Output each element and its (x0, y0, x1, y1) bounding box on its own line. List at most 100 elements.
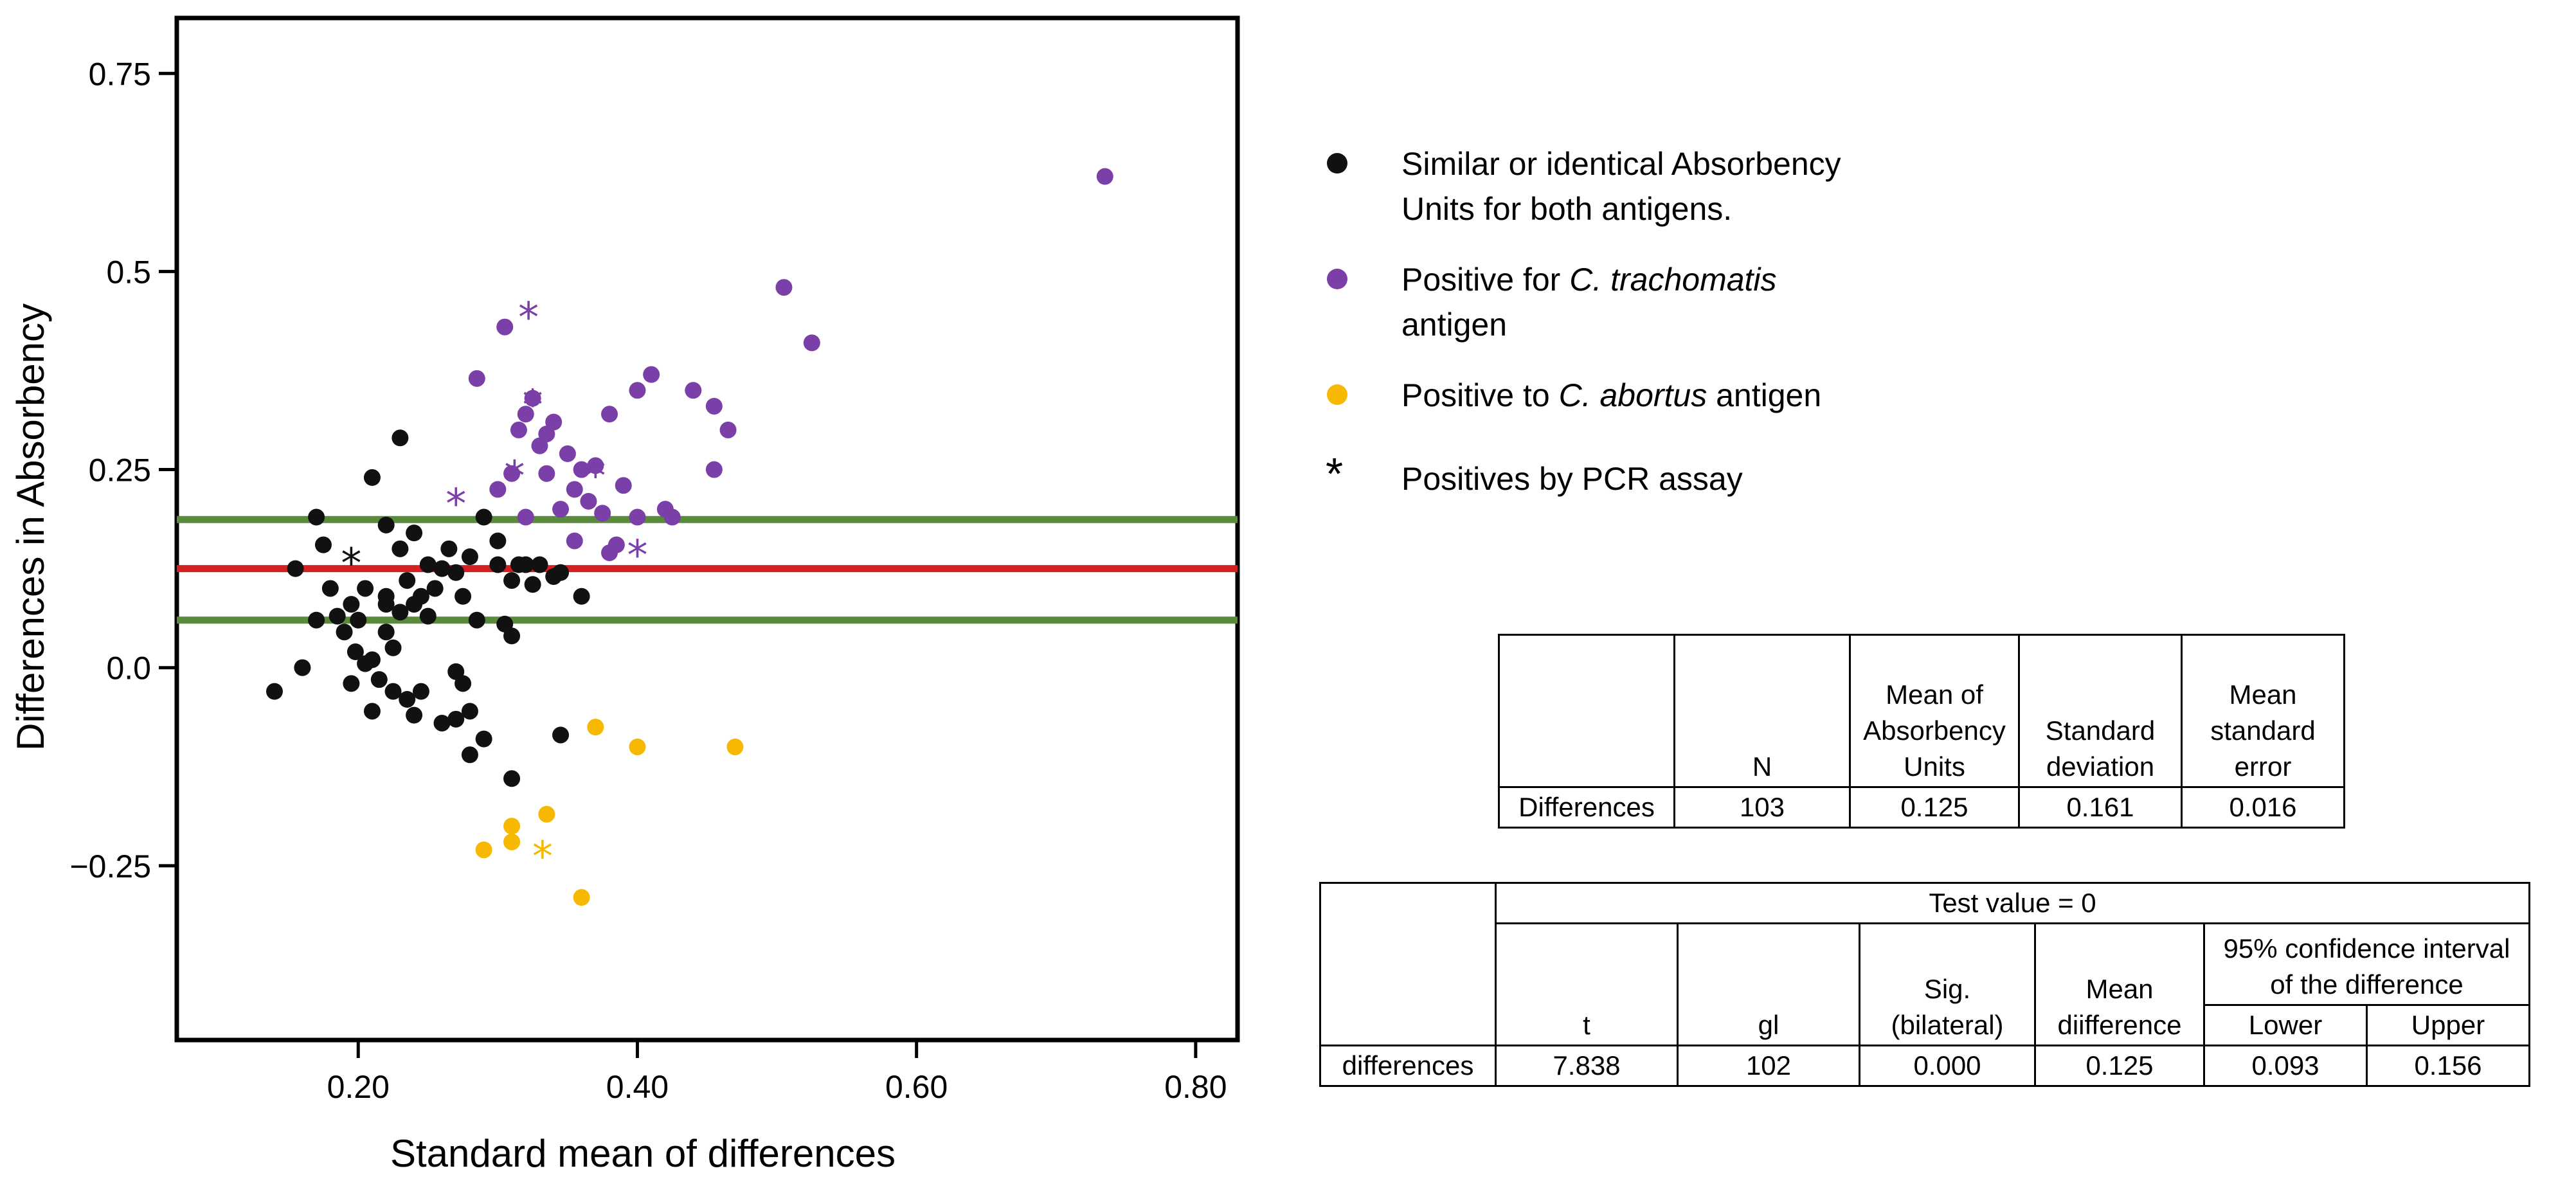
data-point-series-0 (455, 675, 472, 692)
data-point-series-1 (566, 532, 583, 550)
data-point-series-0 (266, 683, 283, 700)
asterisk-icon: * (1326, 449, 1344, 499)
data-point-series-0 (412, 683, 429, 700)
y-axis-ticks: 0.75 0.5 0.25 0.0 −0.25 (69, 56, 177, 884)
table-header-sig: Sig. (bilateral) (1859, 922, 2036, 1046)
data-point-series-0 (433, 560, 451, 577)
data-point-series-1 (496, 318, 514, 336)
descriptive-stats-table: N Mean of Absorbency Units Standard deviati… (1498, 634, 2345, 829)
data-point-series-0 (377, 516, 395, 534)
data-point-series-1 (803, 334, 820, 352)
data-point-series-1 (559, 445, 576, 462)
table-header-upper: Upper (2366, 1004, 2530, 1046)
data-point-series-1 (719, 421, 737, 438)
data-point-series-0 (370, 671, 388, 688)
pcr-positive-asterisk: * (585, 453, 606, 501)
pcr-positive-asterisk: * (446, 481, 466, 528)
table-subheader-row: Lower Upper (1320, 1004, 2530, 1046)
data-point-series-1 (468, 370, 485, 387)
data-point-series-0 (294, 659, 311, 676)
data-point-series-0 (455, 588, 472, 605)
table-header-ci: 95% confidence interval of the difference (2203, 922, 2530, 1006)
data-point-series-0 (440, 540, 458, 557)
data-point-series-0 (392, 604, 409, 621)
data-point-series-1 (705, 397, 723, 415)
data-point-series-0 (573, 588, 590, 605)
data-point-series-1 (608, 536, 625, 553)
data-point-series-0 (447, 710, 465, 728)
data-point-series-0 (503, 627, 521, 645)
table-cell-lower: 0.093 (2203, 1045, 2368, 1087)
pcr-positive-asterisk: * (523, 382, 543, 429)
data-point-series-0 (336, 623, 353, 641)
legend-species: C. trachomatis (1569, 262, 1777, 298)
data-point-series-0 (461, 548, 478, 566)
x-tick-label: 0.20 (327, 1069, 390, 1105)
table-cell-sig: 0.000 (1859, 1045, 2036, 1087)
pcr-positive-asterisk: * (627, 532, 647, 580)
y-tick-label: 0.75 (89, 56, 151, 92)
data-point-series-0 (392, 429, 409, 447)
data-point-series-2 (475, 841, 492, 859)
data-point-series-0 (461, 703, 478, 720)
data-point-series-0 (489, 532, 507, 550)
data-point-series-0 (392, 540, 409, 557)
data-point-series-0 (552, 564, 570, 581)
data-point-series-2 (538, 805, 555, 823)
data-point-series-1 (552, 501, 570, 518)
data-point-series-0 (347, 643, 364, 661)
table-header-row: N Mean of Absorbency Units Standard deviati… (1498, 634, 2345, 788)
table-header-sd: Standard deviation (2018, 634, 2183, 788)
data-point-series-1 (601, 406, 618, 423)
data-point-series-0 (531, 556, 548, 573)
table-header-n: N (1673, 634, 1851, 788)
yellow-dot-icon (1327, 384, 1347, 405)
legend-item-abortus: Positive to C. abortus antigen (1324, 373, 2031, 456)
data-point-series-0 (426, 580, 444, 597)
data-point-series-1 (573, 461, 590, 478)
reference-lines (177, 516, 1238, 624)
data-point-series-0 (384, 683, 402, 700)
pcr-positive-asterisk: * (518, 294, 539, 342)
data-point-series-0 (406, 525, 423, 542)
data-point-series-0 (343, 675, 360, 692)
scatter-plot: * * * * * * * * 0.75 0.5 0.25 0.0 −0.25 0.20 0.40 0.6… (9, 15, 1240, 1175)
data-point-series-1 (489, 481, 507, 498)
table-header-mean-difference: Mean diifference (2034, 922, 2205, 1046)
data-point-series-1 (587, 457, 604, 474)
y-tick-label: 0.5 (106, 254, 151, 290)
table-cell-sd: 0.161 (2018, 786, 2183, 829)
data-points: * * * * * * * * (266, 168, 1113, 906)
data-point-series-0 (377, 623, 395, 641)
data-point-series-1 (685, 382, 702, 399)
table-header-lower: Lower (2203, 1004, 2368, 1046)
plot-frame (174, 15, 1240, 1043)
table-row: Differences 103 0.125 0.161 0.016 (1498, 786, 2345, 829)
table-cell (1319, 882, 1497, 1046)
data-point-series-1 (1096, 168, 1113, 185)
one-sample-test-table: Test value = 0 t gl Sig. (bilateral) Mean… (1319, 882, 2530, 1087)
data-point-series-0 (343, 596, 360, 613)
y-tick-label: 0.25 (89, 453, 151, 489)
data-point-series-0 (503, 770, 521, 787)
data-point-series-1 (517, 508, 534, 526)
data-point-series-2 (726, 738, 744, 755)
table-header-gl: gl (1677, 922, 1860, 1046)
table-row-label: differences (1319, 1045, 1497, 1087)
data-point-series-0 (363, 469, 381, 486)
data-point-series-1 (524, 390, 541, 407)
data-point-series-0 (552, 726, 570, 744)
pcr-positive-asterisk: * (532, 833, 553, 881)
data-point-series-0 (475, 508, 492, 526)
data-point-series-0 (461, 746, 478, 764)
legend-text: antigen (1707, 377, 1822, 413)
legend-text-line: Similar or identical Absorbency (1401, 146, 1841, 182)
pcr-positive-asterisk: * (341, 540, 361, 588)
data-point-series-1 (517, 406, 534, 423)
data-point-series-1 (643, 366, 660, 383)
data-point-series-0 (308, 508, 325, 526)
legend-text-line: Units for both antigens. (1401, 191, 1733, 227)
data-point-series-0 (517, 556, 534, 573)
x-tick-label: 0.80 (1164, 1069, 1227, 1105)
data-point-series-1 (538, 465, 555, 482)
